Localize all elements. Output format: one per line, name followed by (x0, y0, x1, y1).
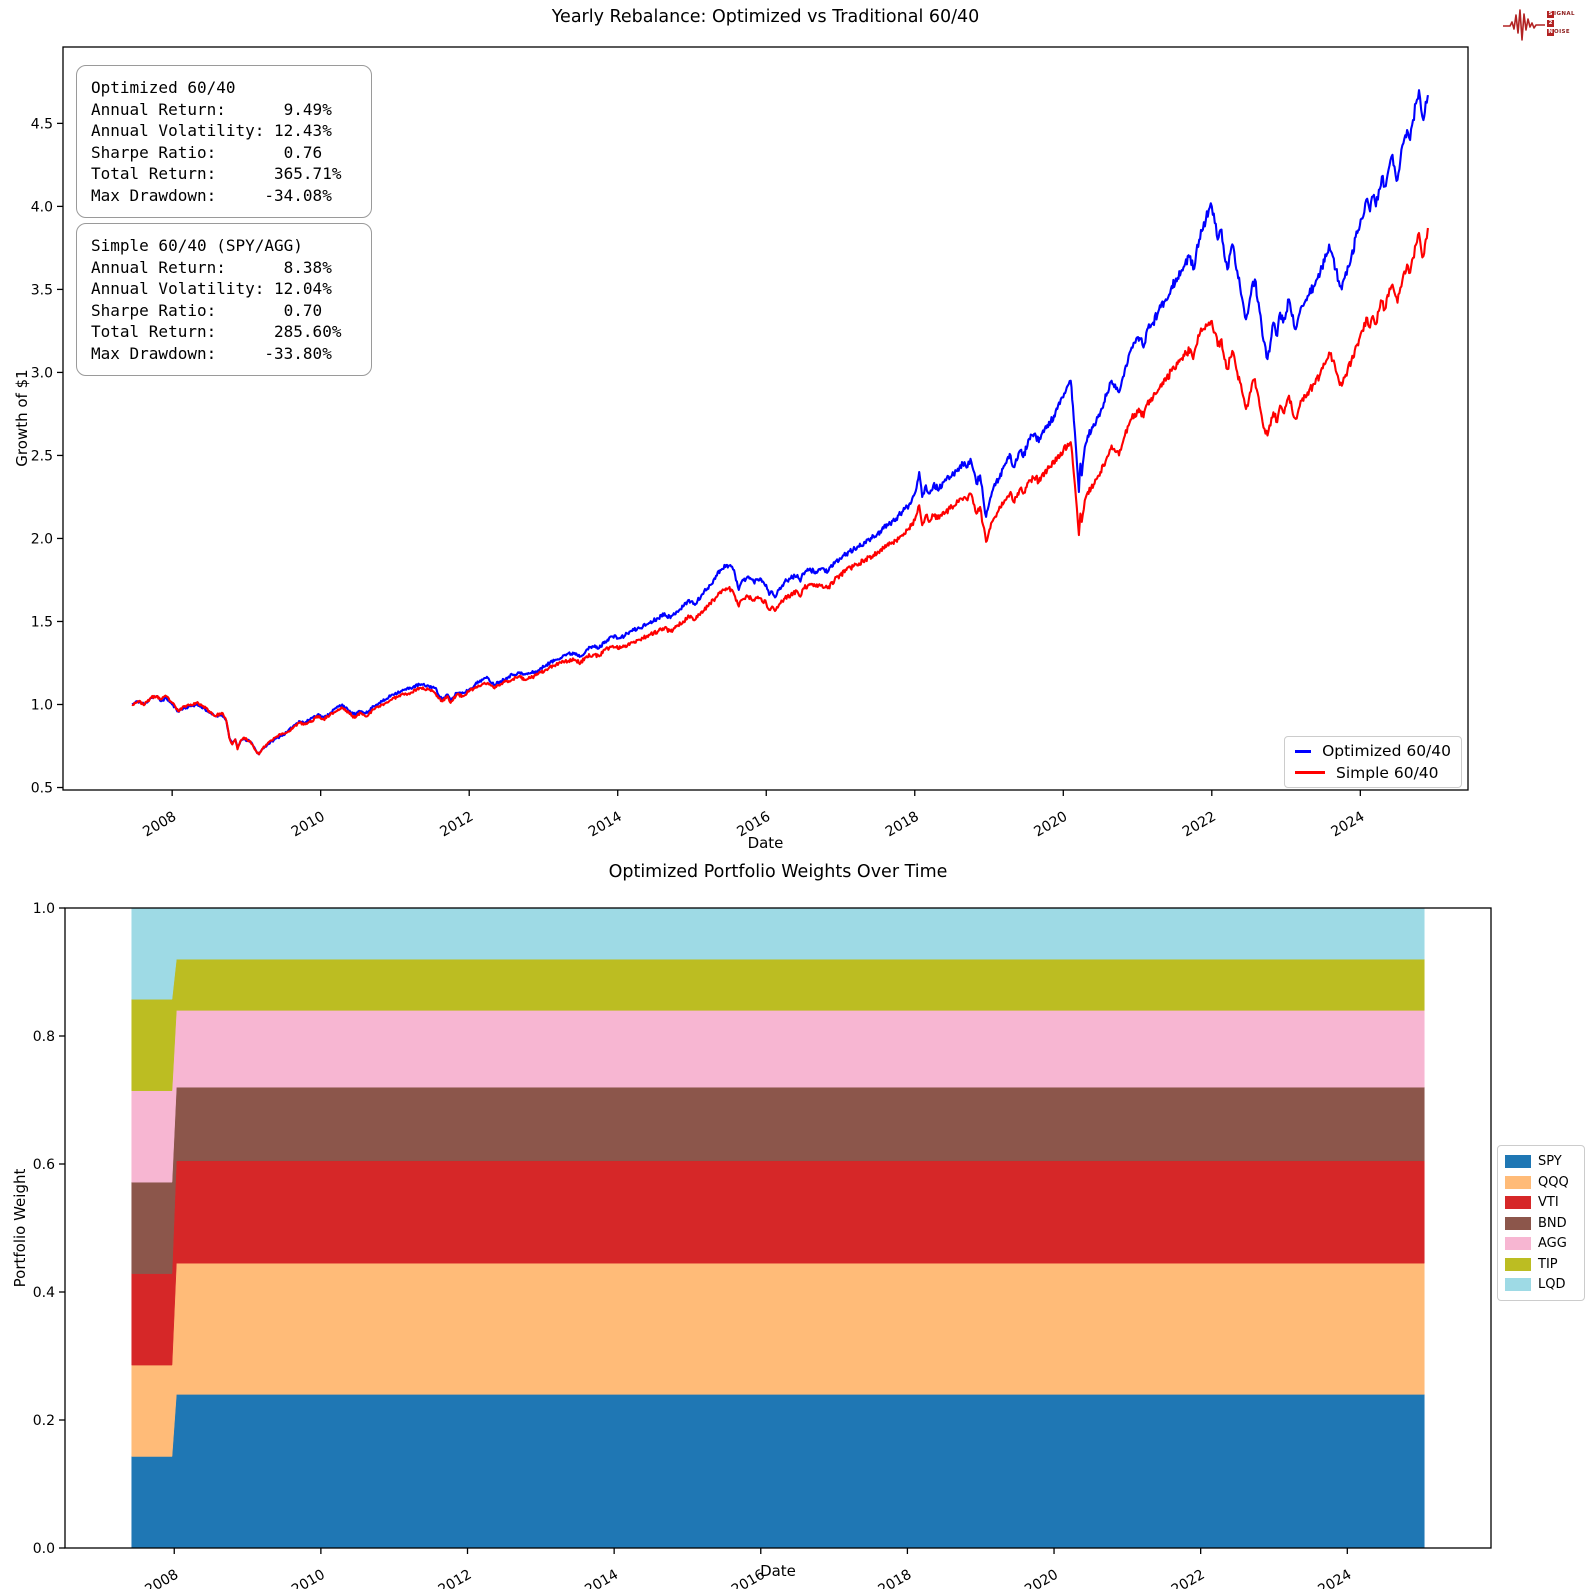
stat-annual-volatility: Annual Volatility: 12.43% (91, 121, 332, 140)
y-tick-label: 3.5 (31, 282, 53, 298)
legend-line-swatch (1295, 771, 1325, 774)
legend-color-patch (1505, 1196, 1531, 1209)
simple-stats-box: Simple 60/40 (SPY/AGG) Annual Return: 8.… (76, 223, 372, 376)
weight-band-lqd (131, 907, 1425, 1000)
legend-color-patch (1505, 1257, 1531, 1271)
y-tick-label: 3.0 (31, 365, 53, 381)
y-tick-label: 4.5 (31, 116, 53, 132)
y-tick-label: 0.8 (33, 1029, 55, 1045)
weight-band-vti (131, 1160, 1425, 1366)
stat-annual-volatility: Annual Volatility: 12.04% (91, 279, 332, 298)
logo-row-signal: S IGNAL (1547, 10, 1575, 18)
top-y-axis-label: Growth of $1 (13, 369, 31, 467)
legend-label: QQQ (1538, 1174, 1569, 1190)
y-tick-label: 2.5 (31, 448, 53, 464)
waveform-icon (1503, 9, 1545, 41)
bottom-chart-legend: SPY QQQ VTI BND AGG TIP LQD (1497, 1145, 1585, 1301)
y-tick-label: 0.4 (33, 1285, 55, 1301)
y-tick-label: 1.0 (33, 901, 55, 917)
legend-item-agg: AGG (1505, 1236, 1577, 1251)
top-chart-legend: Optimized 60/40 Simple 60/40 (1284, 736, 1462, 788)
stat-annual-return: Annual Return: 9.49% (91, 99, 332, 119)
optimized-stats-box: Optimized 60/40 Annual Return: 9.49% Ann… (76, 65, 372, 218)
weight-band-spy (131, 1394, 1425, 1549)
y-tick-label: 0.5 (31, 781, 53, 797)
weight-band-qqq (131, 1262, 1425, 1457)
legend-label: AGG (1538, 1236, 1567, 1251)
bottom-y-axis-label: Portfolio Weight (11, 1168, 29, 1288)
top-x-axis-label: Date (747, 834, 784, 852)
stat-sharpe-ratio: Sharpe Ratio: 0.70 (91, 300, 323, 320)
stat-sharpe-ratio: Sharpe Ratio: 0.76 (91, 142, 323, 162)
logo-row-noise: N OISE (1547, 28, 1571, 36)
logo-text: S IGNAL 2 N OISE (1547, 10, 1575, 36)
bottom-chart-title: Optimized Portfolio Weights Over Time (608, 862, 948, 882)
y-tick-label: 2.0 (31, 531, 53, 547)
stat-annual-return: Annual Return: 8.38% (91, 257, 332, 277)
legend-item-optimized-60-40: Optimized 60/40 (1295, 742, 1451, 760)
legend-label: VTI (1538, 1195, 1559, 1210)
legend-color-patch (1505, 1216, 1531, 1230)
weight-band-tip (131, 958, 1425, 1091)
stats-title: Simple 60/40 (SPY/AGG) (91, 236, 303, 255)
legend-label: BND (1538, 1215, 1567, 1231)
y-tick-label: 4.0 (31, 199, 53, 215)
legend-label: Optimized 60/40 (1322, 742, 1451, 761)
y-tick-label: 0.0 (33, 1541, 55, 1557)
weight-band-agg (131, 1010, 1425, 1183)
stat-max-drawdown: Max Drawdown: -34.08% (91, 185, 332, 205)
legend-line-swatch (1295, 750, 1312, 753)
y-tick-label: 0.2 (33, 1413, 55, 1429)
legend-color-patch (1505, 1237, 1531, 1250)
stat-total-return: Total Return: 365.71% (91, 164, 342, 183)
legend-label: TIP (1538, 1256, 1558, 1272)
weight-band-bnd (131, 1086, 1425, 1274)
logo-letter-n: N (1547, 28, 1554, 36)
logo-row-2: 2 (1547, 19, 1575, 27)
y-tick-label: 0.6 (33, 1157, 55, 1173)
top-chart-title: Yearly Rebalance: Optimized vs Tradition… (551, 7, 980, 27)
legend-label: LQD (1538, 1277, 1566, 1292)
legend-color-patch (1505, 1175, 1531, 1189)
bottom-x-axis-label: Date (760, 1562, 796, 1580)
signal2noise-logo: S IGNAL 2 N OISE (1502, 2, 1588, 44)
y-tick-label: 1.0 (31, 697, 53, 713)
legend-item-tip: TIP (1505, 1257, 1577, 1272)
stat-total-return: Total Return: 285.60% (91, 322, 342, 341)
logo-letter-2: 2 (1547, 19, 1554, 27)
legend-item-spy: SPY (1505, 1154, 1577, 1169)
legend-item-vti: VTI (1505, 1195, 1577, 1210)
legend-item-lqd: LQD (1505, 1277, 1577, 1292)
logo-letter-s: S (1547, 10, 1554, 18)
legend-color-patch (1505, 1155, 1531, 1168)
stat-max-drawdown: Max Drawdown: -33.80% (91, 343, 332, 363)
legend-item-simple-60-40: Simple 60/40 (1295, 764, 1451, 782)
legend-item-bnd: BND (1505, 1216, 1577, 1231)
plot-border (64, 907, 1492, 1549)
legend-color-patch (1505, 1278, 1531, 1291)
legend-item-qqq: QQQ (1505, 1175, 1577, 1190)
legend-label: SPY (1538, 1154, 1562, 1169)
y-tick-label: 1.5 (31, 614, 53, 630)
stats-title: Optimized 60/40 (91, 78, 236, 97)
legend-label: Simple 60/40 (1336, 763, 1439, 782)
